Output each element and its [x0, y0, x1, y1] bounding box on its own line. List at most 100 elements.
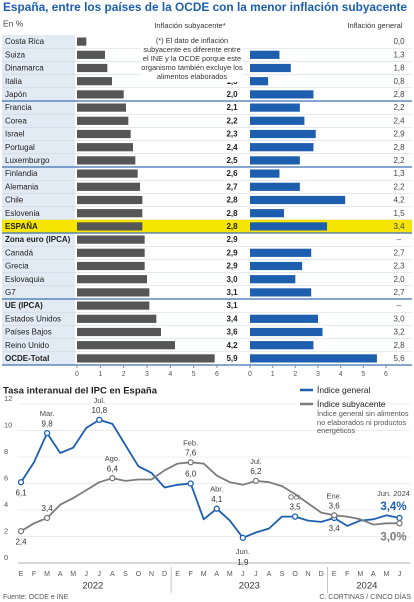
- value-label: 1,3: [393, 50, 405, 59]
- bar: [77, 314, 157, 323]
- point-marker: [396, 514, 403, 522]
- bar: [250, 222, 328, 231]
- column-header: Inflación general: [347, 21, 402, 30]
- value-label: 2,2: [226, 116, 238, 125]
- bar: [77, 275, 147, 284]
- unit: En %: [3, 18, 24, 28]
- value-label: 2,2: [393, 182, 405, 191]
- x-tick-label: M: [227, 571, 233, 578]
- value-label: 3,4: [42, 504, 54, 513]
- x-tick-label: D: [162, 571, 167, 578]
- point-label: Mar.: [40, 409, 55, 418]
- x-tick-label: A: [110, 571, 115, 578]
- x-tick-label: E: [19, 571, 24, 578]
- x-tick-label: 3: [145, 371, 149, 378]
- value-label: 0,0: [393, 37, 405, 46]
- value-label: 10,8: [92, 406, 108, 415]
- value-label: 2,6: [226, 169, 238, 178]
- x-tick-label: F: [189, 571, 193, 578]
- bar: [77, 301, 150, 310]
- bar: [77, 116, 129, 125]
- bar: [250, 354, 377, 363]
- bar: [77, 327, 161, 337]
- highlight-row: [2, 219, 412, 233]
- note: (*) El dato de inflación subyacente es d…: [141, 36, 243, 82]
- value-label: 2,3: [393, 262, 405, 271]
- point-marker: [213, 505, 220, 512]
- value-label: 4,2: [226, 341, 238, 350]
- value-label: 3,5: [289, 503, 301, 512]
- value-label: 2,8: [393, 90, 405, 99]
- value-label: 6,1: [15, 488, 27, 497]
- category-label: Japón: [5, 90, 27, 99]
- bar: [77, 143, 133, 152]
- legend-label: Índice general: [317, 385, 371, 395]
- bar: [250, 156, 300, 165]
- x-tick-label: F: [345, 571, 349, 578]
- bar: [250, 288, 312, 297]
- category-label: Italia: [5, 77, 22, 86]
- x-tick-label: J: [98, 571, 102, 578]
- value-label: 3,0: [226, 275, 238, 284]
- x-tick-label: J: [241, 571, 245, 578]
- point-label: Ene.: [326, 491, 341, 500]
- point-label: Jun. 2024: [377, 489, 410, 498]
- category-label: ESPAÑA: [5, 222, 38, 231]
- bar: [77, 103, 126, 112]
- bar: [250, 195, 346, 205]
- value-label: 3,1: [226, 288, 238, 297]
- value-label: 2,8: [226, 222, 238, 231]
- value-label: 1,3: [393, 169, 405, 178]
- x-tick-label: 5: [192, 371, 196, 378]
- value-label: 3,0: [393, 314, 405, 323]
- point-label: Feb.: [183, 438, 198, 447]
- bar: [250, 314, 318, 323]
- category-label: Zona euro (IPCA): [5, 235, 71, 244]
- bar: [250, 209, 284, 218]
- category-label: Eslovaquia: [5, 275, 45, 284]
- category-label: Luxemburgo: [5, 156, 50, 165]
- chart-title: España, entre los países de la OCDE con …: [3, 0, 407, 14]
- x-tick-label: 6: [215, 371, 219, 378]
- category-label: Canadá: [5, 248, 34, 257]
- category-label: Alemania: [5, 182, 39, 191]
- value-label: 2,4: [226, 143, 238, 152]
- value-label: 7,6: [185, 448, 197, 457]
- x-tick-label: 4: [168, 371, 172, 378]
- value-label: 2,9: [226, 248, 238, 257]
- x-tick-label: J: [254, 571, 258, 578]
- value-label: 6,4: [107, 464, 119, 473]
- value-label: 3,4: [226, 314, 238, 323]
- value-label: 1,9: [237, 558, 249, 567]
- bar: [250, 143, 314, 152]
- bar: [77, 235, 145, 244]
- bar: [77, 90, 124, 99]
- value-label: 2,0: [393, 275, 405, 284]
- value-label: 3,6: [329, 501, 341, 510]
- value-label: 2,7: [226, 182, 238, 191]
- category-label: Corea: [5, 116, 27, 125]
- x-tick-label: A: [371, 571, 376, 578]
- point-marker: [17, 479, 25, 486]
- point-label: Jul.: [250, 457, 262, 466]
- value-label: 3,4: [393, 222, 405, 231]
- category-label: Grecia: [5, 262, 29, 271]
- point-label: Abr.: [210, 485, 223, 494]
- x-tick-label: 1: [271, 371, 275, 378]
- value-label: 5,6: [393, 354, 405, 363]
- category-label: Países Bajos: [5, 328, 52, 337]
- category-label: Finlandia: [5, 169, 38, 178]
- value-label: 2,2: [393, 103, 405, 112]
- bar: [250, 77, 269, 86]
- category-label: Suiza: [5, 50, 26, 59]
- x-tick-label: M: [44, 571, 50, 578]
- category-label: UE (IPCA): [5, 301, 43, 310]
- category-label: Dinamarca: [5, 64, 44, 73]
- credit: C. CORTINAS / CINCO DÍAS: [319, 592, 411, 601]
- x-tick-label: A: [58, 571, 63, 578]
- point-marker: [187, 459, 194, 466]
- column-header: Inflación subyacente*: [154, 21, 225, 30]
- point-marker: [291, 513, 299, 520]
- bar: [250, 129, 316, 139]
